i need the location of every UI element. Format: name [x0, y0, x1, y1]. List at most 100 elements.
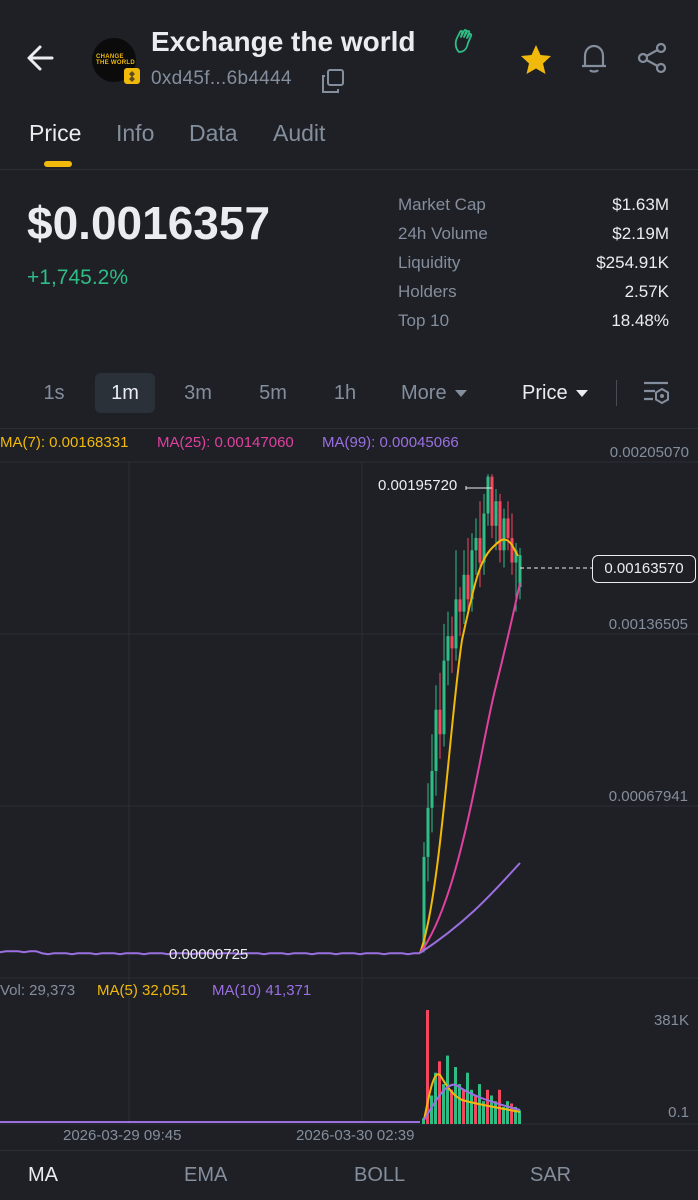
y-axis-label-top: 0.00205070: [609, 444, 689, 461]
volume-bar: [466, 1072, 469, 1124]
interval-5m[interactable]: 5m: [259, 382, 287, 404]
stat-value-holders: 2.57K: [624, 282, 669, 301]
copy-icon[interactable]: [320, 68, 346, 94]
token-avatar: CHANGE THE WORLD: [92, 38, 136, 82]
volume-bar: [474, 1095, 477, 1124]
share-icon[interactable]: [634, 40, 670, 76]
stat-value-market-cap: $1.63M: [612, 195, 669, 214]
low-price-label: 0.00000725: [169, 946, 249, 963]
ma25-line: [419, 582, 521, 954]
tab-info[interactable]: Info: [116, 120, 155, 146]
volume-bar: [458, 1084, 461, 1124]
tab-data[interactable]: Data: [189, 120, 238, 146]
price-type-label: Price: [522, 382, 568, 404]
waving-hand-icon: [454, 29, 473, 53]
volume-bar: [490, 1095, 493, 1124]
avatar-text: CHANGE THE WORLD: [96, 54, 136, 66]
divider: [0, 428, 698, 429]
candle-body: [474, 538, 478, 551]
indicator-tab-sar[interactable]: SAR: [530, 1164, 572, 1186]
chart-settings-icon[interactable]: [642, 378, 672, 408]
interval-3m[interactable]: 3m: [184, 382, 212, 404]
contract-address: 0xd45f...6b4444: [151, 68, 292, 89]
volume-axis-top: 381K: [653, 1012, 689, 1029]
stat-label-top10: Top 10: [398, 311, 450, 330]
volume-bar: [502, 1106, 505, 1124]
tab-price[interactable]: Price: [29, 120, 82, 146]
stat-value-liquidity: $254.91K: [596, 253, 669, 272]
volume-ma10-line: [423, 1083, 521, 1121]
volume-axis-bottom: 0.1: [668, 1104, 689, 1121]
candle-body: [446, 636, 450, 661]
volume-bar: [430, 1095, 433, 1124]
volume-bar: [450, 1089, 453, 1124]
indicator-tab-ema[interactable]: EMA: [184, 1164, 228, 1186]
volume-bar: [498, 1089, 501, 1124]
more-dropdown[interactable]: More: [401, 373, 467, 413]
volume-bar: [518, 1110, 521, 1124]
divider: [0, 1150, 698, 1151]
candle-body: [478, 538, 482, 563]
interval-1m[interactable]: 1m: [95, 373, 155, 413]
candle-body: [470, 550, 474, 600]
volume-bar: [482, 1101, 485, 1124]
volume-bar: [438, 1061, 441, 1124]
candle-body: [514, 550, 518, 563]
stat-label-liquidity: Liquidity: [398, 253, 461, 272]
candle-body: [450, 636, 454, 649]
volume-bar: [510, 1103, 513, 1124]
chevron-down-icon: [454, 390, 467, 398]
candle-body: [442, 660, 446, 735]
candle-body: [490, 476, 494, 526]
back-arrow-icon[interactable]: [22, 38, 62, 78]
header: CHANGE THE WORLD Exchange the world 0xd4…: [0, 0, 698, 170]
candle-body: [434, 709, 438, 772]
ma99-line: [419, 862, 521, 954]
stat-label-holders: Holders: [398, 282, 457, 301]
stat-value-volume: $2.19M: [612, 224, 669, 243]
active-tab-indicator: [44, 161, 72, 167]
candle-body: [506, 518, 510, 539]
indicator-tab-ma[interactable]: MA: [28, 1164, 58, 1186]
volume-bar: [442, 1084, 445, 1124]
bell-icon[interactable]: [576, 40, 612, 76]
volume-bar: [506, 1101, 509, 1124]
volume-ma5-legend: MA(5) 32,051: [97, 982, 188, 999]
candle-body: [498, 501, 502, 551]
high-price-label: 0.00195720: [378, 477, 458, 494]
volume-ma10-legend: MA(10) 41,371: [212, 982, 312, 999]
more-label: More: [401, 382, 447, 404]
ma7-line: [419, 538, 519, 954]
stat-label-volume: 24h Volume: [398, 224, 488, 243]
star-icon[interactable]: [518, 42, 554, 78]
y-axis-label-low: 0.00067941: [608, 788, 688, 805]
stat-value-top10: 18.48%: [611, 311, 669, 330]
ma25-legend: MA(25): 0.00147060: [157, 434, 294, 451]
candle-body: [430, 771, 434, 808]
candle-body: [438, 709, 442, 735]
candle-body: [482, 513, 486, 563]
volume-bar: [514, 1106, 517, 1124]
volume-bar: [434, 1072, 437, 1124]
interval-1s[interactable]: 1s: [43, 382, 65, 404]
tab-audit[interactable]: Audit: [273, 120, 326, 146]
interval-1h[interactable]: 1h: [333, 382, 357, 404]
price-type-dropdown[interactable]: Price: [522, 373, 588, 413]
volume-bar: [462, 1089, 465, 1124]
candle-body: [494, 501, 498, 526]
volume-bar: [426, 1010, 429, 1124]
volume-bar: [494, 1101, 497, 1124]
candle-body: [426, 807, 430, 857]
flat-price-line: [0, 950, 420, 956]
candle-body: [518, 555, 522, 588]
bnb-chain-icon: [124, 68, 140, 84]
divider: [0, 169, 698, 170]
indicator-tab-boll[interactable]: BOLL: [354, 1164, 406, 1186]
x-axis-label-1: 2026-03-29 09:45: [63, 1127, 182, 1144]
volume-ma5-line: [423, 1073, 521, 1121]
x-axis-label-2: 2026-03-30 02:39: [296, 1127, 415, 1144]
chevron-down-icon: [575, 390, 588, 398]
current-price: $0.0016357: [27, 197, 271, 249]
volume-bar: [446, 1055, 449, 1124]
